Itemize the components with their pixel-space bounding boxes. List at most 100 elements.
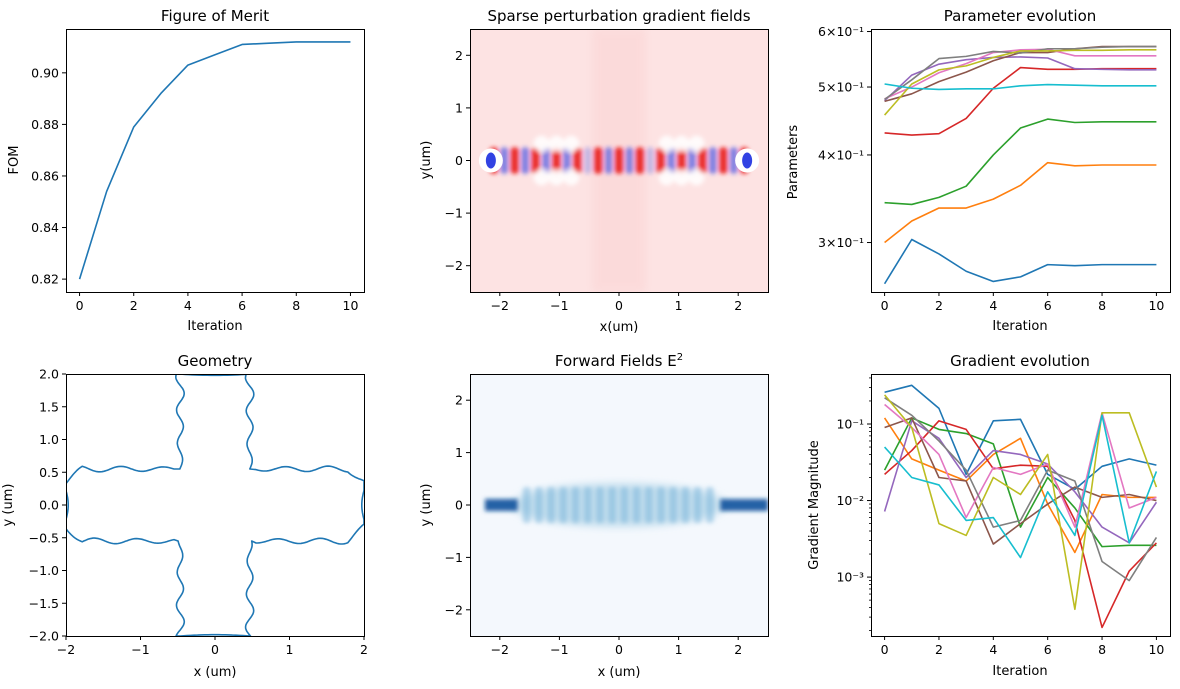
gradient-evolution-x-tick-label: 0 xyxy=(881,642,889,657)
gradient-fields-fringe xyxy=(510,147,519,174)
gradient-fields-fringe xyxy=(667,147,676,174)
gradient-evolution-x-tick-label: 2 xyxy=(935,642,943,657)
fom-title: Figure of Merit xyxy=(161,7,269,25)
gradient-fields-y-label: y(um) xyxy=(419,141,434,180)
forward-fields-y-tick-label: −2 xyxy=(445,602,463,617)
parameter-evolution-x-tick-label: 10 xyxy=(1148,298,1164,313)
gradient-evolution-series-line-9 xyxy=(883,394,1158,611)
gradient-fields-fringe xyxy=(583,147,592,174)
forward-fields-fringe xyxy=(620,487,629,523)
fom-y-ticks: 0.82 0.84 0.86 0.88 0.90 xyxy=(31,65,66,287)
forward-fields-x-tick-label: −1 xyxy=(550,642,568,657)
gradient-fields-lobe xyxy=(548,169,565,186)
fom-x-tick-label: 4 xyxy=(184,298,192,313)
gradient-fields-lobe xyxy=(688,169,705,186)
geometry-y-tick-label: −0.5 xyxy=(29,530,59,545)
gradient-evolution-title: Gradient evolution xyxy=(950,352,1090,370)
fom-y-label: FOM xyxy=(7,146,22,175)
geometry-y-tick-label: 1.5 xyxy=(39,399,59,414)
parameter-evolution-series-line-7 xyxy=(884,48,1157,100)
gradient-evolution-series-line-1 xyxy=(884,384,1157,491)
gradient-fields-fringe xyxy=(604,147,613,174)
gradient-fields-end-core xyxy=(742,152,753,169)
geometry-x-tick-label: 0 xyxy=(211,642,219,657)
forward-fields-fringe xyxy=(644,487,653,523)
gradient-evolution-series-line-7 xyxy=(884,403,1157,528)
gradient-fields-lobe xyxy=(563,169,580,186)
geometry-y-tick-label: −1.0 xyxy=(29,563,59,578)
parameter-evolution-y-ticks: 3×10⁻¹ 4×10⁻¹ 5×10⁻¹ 6×10⁻¹ xyxy=(818,24,871,250)
gradient-fields-y-tick-label: 2 xyxy=(455,48,463,63)
fom-y-tick-label: 0.86 xyxy=(31,168,59,183)
gradient-fields-lobe xyxy=(688,135,705,152)
gradient-fields-lobe xyxy=(673,135,690,152)
gradient-fields-fringe xyxy=(521,147,530,174)
gradient-evolution-series-line-3 xyxy=(883,417,1157,548)
geometry-y-tick-label: −1.5 xyxy=(29,596,59,611)
gradient-fields-fringe xyxy=(656,147,665,174)
fom-x-tick-label: 0 xyxy=(76,298,84,313)
gradient-fields-y-tick-label: −1 xyxy=(445,206,463,221)
geometry-x-tick-label: 1 xyxy=(286,642,294,657)
geometry-x-tick-label: −1 xyxy=(131,642,149,657)
forward-fields-title: Forward Fields E2 xyxy=(555,352,683,370)
geometry-y-tick-label: 0.0 xyxy=(39,498,59,513)
gradient-evolution-axes-frame xyxy=(871,374,1171,637)
gradient-fields-x-tick-label: −1 xyxy=(550,298,568,313)
forward-fields-fringe xyxy=(693,487,702,523)
forward-fields-x-ticks: −2 −1 0 1 2 xyxy=(491,636,742,657)
gradient-fields-heatmap xyxy=(470,29,768,292)
gradient-evolution-x-ticks: 0 2 4 6 8 10 xyxy=(881,636,1164,657)
forward-fields-fringe xyxy=(559,487,568,523)
forward-fields-fringe xyxy=(583,487,592,523)
geometry-panel: Geometry −2 −1 0 1 2 −2.0 −1.5 −1.0 −0.5 0.0 0.5 1… xyxy=(1,352,368,680)
gradient-fields-fringe xyxy=(625,147,634,174)
gradient-fields-fringe xyxy=(531,147,540,174)
parameter-evolution-axes-frame xyxy=(871,29,1171,293)
gradient-fields-lobe xyxy=(548,135,565,152)
gradient-fields-panel: Sparse perturbation gradient fields −2 −1… xyxy=(419,7,769,335)
gradient-evolution-series-line-6 xyxy=(884,417,1157,545)
forward-fields-x-tick-label: 1 xyxy=(675,642,683,657)
gradient-evolution-x-tick-label: 4 xyxy=(989,642,997,657)
forward-fields-heatmap xyxy=(470,374,768,636)
gradient-fields-y-ticks: −2 −1 0 1 2 xyxy=(445,48,470,273)
parameter-evolution-series-line-3 xyxy=(884,118,1157,206)
gradient-evolution-y-tick-label: 10⁻² xyxy=(836,493,864,508)
parameter-evolution-panel: Parameter evolution 0 2 4 6 8 10 3×10⁻¹ 4×10⁻¹… xyxy=(786,7,1171,334)
parameter-evolution-series-line-5 xyxy=(884,56,1157,102)
forward-fields-x-tick-label: 0 xyxy=(615,642,623,657)
forward-fields-y-ticks: −2 −1 0 1 2 xyxy=(445,393,470,617)
fom-y-tick-label: 0.88 xyxy=(31,117,59,132)
gradient-fields-lobe xyxy=(658,135,675,152)
gradient-fields-fringe xyxy=(708,147,717,174)
geometry-plot-area xyxy=(66,374,364,636)
parameter-evolution-series-line-2 xyxy=(884,161,1157,244)
parameter-evolution-x-tick-label: 8 xyxy=(1098,298,1106,313)
parameter-evolution-plot-area xyxy=(883,45,1157,285)
gradient-fields-fringe xyxy=(594,147,603,174)
gradient-fields-title: Sparse perturbation gradient fields xyxy=(487,7,750,25)
forward-fields-title-text: Forward Fields E xyxy=(555,352,677,370)
fom-x-tick-label: 2 xyxy=(130,298,138,313)
gradient-evolution-x-tick-label: 6 xyxy=(1044,642,1052,657)
parameter-evolution-series-line-9 xyxy=(883,49,1157,116)
forward-fields-fringe xyxy=(522,487,531,523)
forward-fields-fringe xyxy=(547,487,556,523)
gradient-fields-fringe xyxy=(541,147,550,174)
gradient-fields-fringe xyxy=(646,147,655,174)
geometry-x-tick-label: −2 xyxy=(57,642,75,657)
geometry-outline xyxy=(66,374,364,636)
fom-y-tick-label: 0.84 xyxy=(31,220,59,235)
parameter-evolution-x-tick-label: 0 xyxy=(881,298,889,313)
geometry-x-label: x (um) xyxy=(194,665,237,680)
parameter-evolution-title: Parameter evolution xyxy=(944,7,1097,25)
gradient-fields-end-core xyxy=(485,152,496,169)
gradient-evolution-series-line-8 xyxy=(884,397,1158,582)
fom-x-tick-label: 6 xyxy=(238,298,246,313)
parameter-evolution-y-tick-label: 5×10⁻¹ xyxy=(818,80,864,95)
gradient-fields-x-tick-label: 0 xyxy=(615,298,623,313)
parameter-evolution-x-tick-label: 2 xyxy=(935,298,943,313)
forward-fields-y-tick-label: 1 xyxy=(455,445,463,460)
